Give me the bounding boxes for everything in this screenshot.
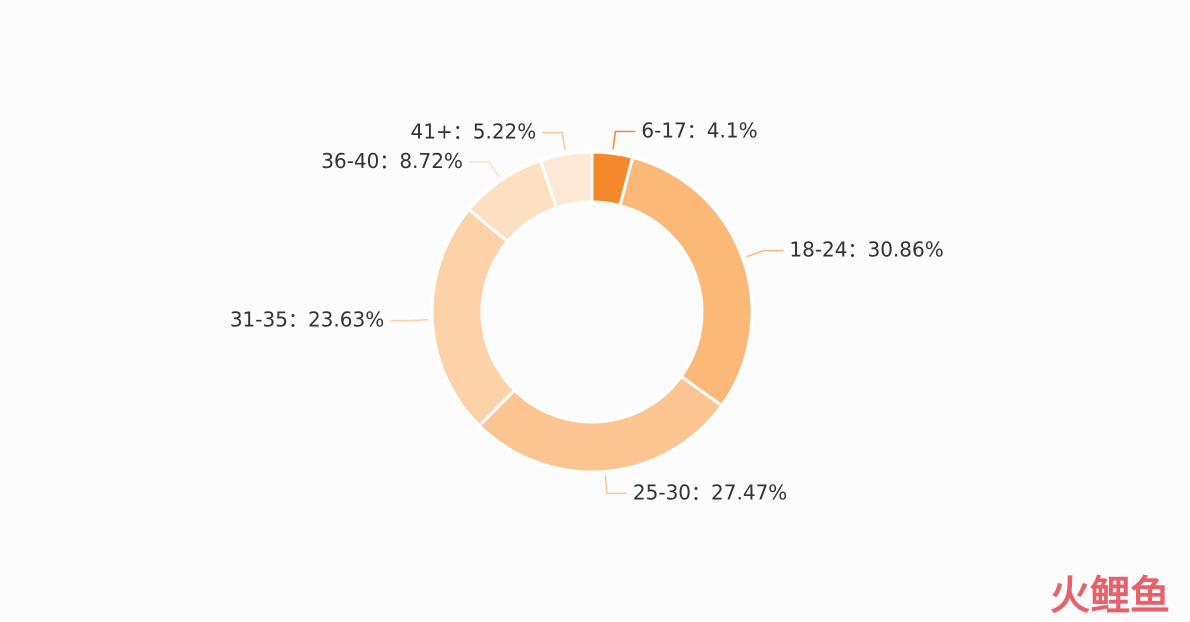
leader-line bbox=[746, 249, 784, 258]
donut-slice bbox=[538, 150, 594, 210]
leader-line bbox=[612, 130, 636, 150]
value-label: 5.22% bbox=[473, 119, 537, 143]
slice-label: 18-24：30.86% bbox=[789, 237, 943, 261]
leader-line bbox=[390, 319, 429, 322]
category-label: 25-30 bbox=[633, 480, 691, 504]
category-label: 36-40 bbox=[321, 148, 379, 172]
label-separator: ： bbox=[847, 237, 867, 261]
category-label: 6-17 bbox=[641, 118, 686, 142]
label-separator: ： bbox=[379, 148, 399, 172]
value-label: 23.63% bbox=[308, 307, 384, 331]
value-label: 8.72% bbox=[399, 148, 463, 172]
value-label: 4.1% bbox=[707, 118, 758, 142]
label-separator: ： bbox=[453, 119, 473, 143]
value-label: 27.47% bbox=[711, 480, 787, 504]
leader-line bbox=[542, 131, 566, 151]
leader-line bbox=[468, 161, 500, 178]
donut-slice bbox=[477, 374, 724, 474]
donut-slice bbox=[618, 155, 754, 408]
label-separator: ： bbox=[288, 307, 308, 331]
value-label: 30.86% bbox=[867, 237, 943, 261]
category-label: 41+ bbox=[411, 119, 453, 143]
label-separator: ： bbox=[687, 118, 707, 142]
slice-label: 6-17：4.1% bbox=[641, 118, 757, 142]
slice-label: 25-30：27.47% bbox=[633, 480, 787, 504]
slice-label: 41+：5.22% bbox=[411, 119, 537, 143]
category-label: 18-24 bbox=[789, 237, 847, 261]
category-label: 31-35 bbox=[230, 307, 288, 331]
watermark: 火鲤鱼 bbox=[1050, 573, 1170, 619]
slice-label: 36-40：8.72% bbox=[321, 148, 463, 172]
leader-line bbox=[604, 475, 627, 495]
slice-label: 31-35：23.63% bbox=[230, 307, 384, 331]
label-separator: ： bbox=[691, 480, 711, 504]
